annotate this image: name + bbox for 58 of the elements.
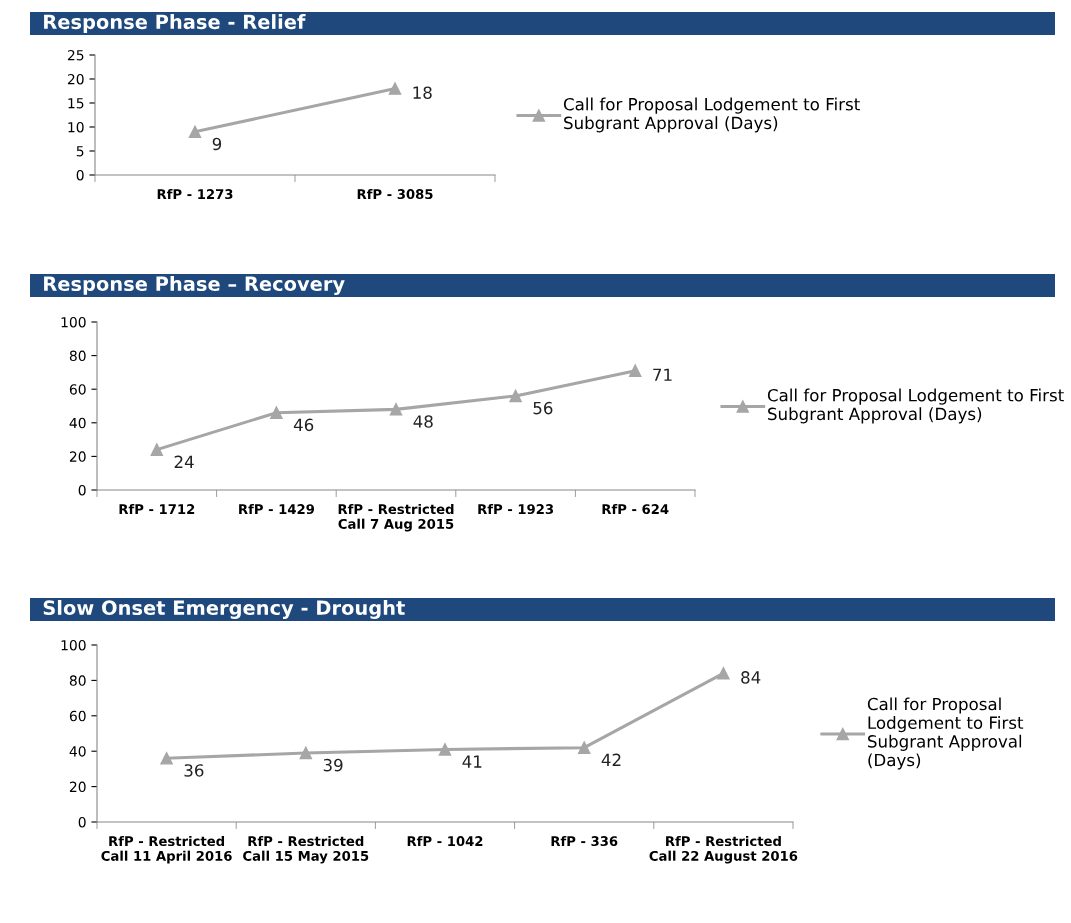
point bbox=[438, 743, 452, 756]
y-tick-label: 100 bbox=[61, 639, 86, 651]
legend-label: Call for Proposal Lodgement to First Subgrant Approval (Days) bbox=[767, 388, 1064, 424]
point bbox=[389, 403, 403, 416]
y-tick-label: 0 bbox=[76, 169, 84, 181]
point bbox=[160, 752, 173, 765]
y-tick-label: 60 bbox=[69, 384, 86, 395]
x-tick-label: RfP - 1042 bbox=[407, 835, 483, 847]
x-tick-label: RfP - Restricted Call 7 Aug 2015 bbox=[338, 503, 454, 532]
data-label: 39 bbox=[323, 758, 343, 772]
x-tick-label: RfP - 1273 bbox=[157, 188, 233, 200]
y-tick-label: 0 bbox=[78, 484, 86, 496]
data-label: 24 bbox=[174, 455, 194, 468]
y-tick-label: 0 bbox=[78, 816, 86, 828]
y-tick-label: 20 bbox=[69, 451, 86, 462]
x-tick-label: RfP - 1712 bbox=[119, 503, 195, 514]
y-tick-label: 40 bbox=[69, 417, 86, 429]
data-label: 18 bbox=[413, 86, 432, 99]
y-tick-label: 5 bbox=[76, 146, 84, 157]
point bbox=[299, 746, 313, 760]
data-label: 42 bbox=[601, 753, 621, 766]
point bbox=[270, 406, 283, 419]
point bbox=[577, 741, 591, 754]
y-tick-label: 100 bbox=[61, 316, 86, 328]
data-label: 36 bbox=[184, 764, 204, 777]
x-tick-label: RfP - 624 bbox=[602, 503, 669, 515]
y-tick-label: 80 bbox=[69, 675, 86, 686]
chart-title: Slow Onset Emergency - Drought bbox=[43, 600, 405, 619]
data-label: 84 bbox=[741, 671, 761, 684]
y-tick-label: 20 bbox=[69, 781, 86, 793]
point bbox=[509, 389, 522, 403]
data-label: 41 bbox=[462, 755, 482, 768]
chart-title: Response Phase - Relief bbox=[44, 14, 306, 33]
x-tick-label: RfP - 336 bbox=[551, 835, 618, 847]
data-label: 71 bbox=[653, 368, 672, 381]
point bbox=[717, 667, 730, 680]
y-tick-label: 80 bbox=[69, 350, 86, 362]
x-tick-label: RfP - 1923 bbox=[478, 503, 554, 515]
y-tick-label: 10 bbox=[68, 121, 84, 133]
legend-label: Call for Proposal Lodgement to First Subgrant Approval (Days) bbox=[563, 97, 860, 133]
data-label: 9 bbox=[212, 137, 222, 151]
y-tick-label: 40 bbox=[69, 746, 86, 757]
y-tick-label: 25 bbox=[67, 49, 84, 61]
x-tick-label: RfP - Restricted Call 22 August 2016 bbox=[649, 835, 798, 864]
x-tick-label: RfP - Restricted Call 15 May 2015 bbox=[243, 835, 369, 864]
data-label: 46 bbox=[293, 418, 314, 432]
y-tick-label: 20 bbox=[67, 73, 84, 85]
data-label: 56 bbox=[533, 401, 553, 415]
chart-title: Response Phase – Recovery bbox=[44, 276, 345, 295]
point bbox=[150, 443, 164, 456]
data-label: 48 bbox=[413, 415, 433, 428]
x-tick-label: RfP - 3085 bbox=[357, 188, 433, 200]
legend-label: Call for Proposal Lodgement to First Subgrant Approval (Days) bbox=[867, 697, 1024, 770]
y-tick-label: 60 bbox=[69, 710, 86, 722]
y-tick-label: 15 bbox=[68, 98, 84, 109]
point bbox=[628, 364, 642, 377]
x-tick-label: RfP - Restricted Call 11 April 2016 bbox=[101, 835, 232, 864]
x-tick-label: RfP - 1429 bbox=[239, 503, 315, 515]
